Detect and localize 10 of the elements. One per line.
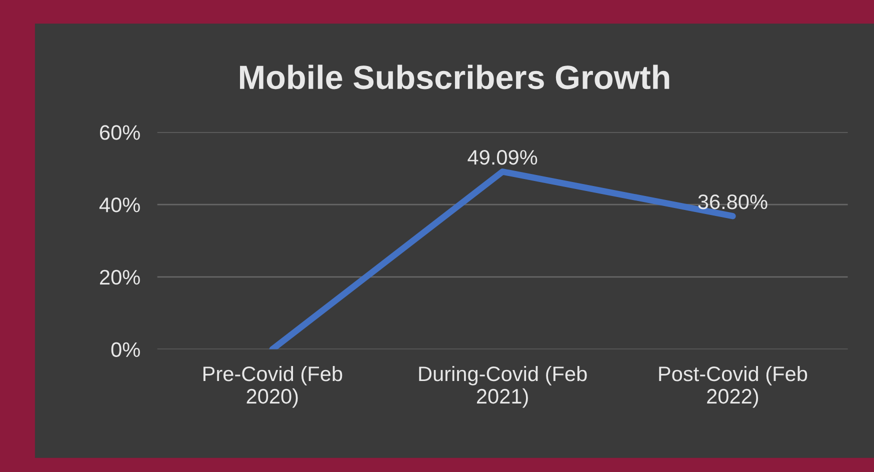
- x-tick-label: During-Covid (Feb 2021): [419, 366, 587, 408]
- y-tick-label: 0%: [111, 342, 140, 358]
- y-tick-label: 20%: [100, 270, 140, 285]
- y-tick-label: 40%: [99, 198, 140, 212]
- data-label: 49.09%: [468, 150, 538, 165]
- x-tick-label: Post-Covid (Feb 2022): [659, 366, 808, 408]
- y-tick-label: 60%: [100, 125, 140, 140]
- chart-title: Mobile Subscribers Growth: [240, 64, 670, 90]
- data-label: 36.80%: [698, 194, 768, 210]
- x-tick-label: Pre-Covid (Feb 2020): [203, 366, 342, 408]
